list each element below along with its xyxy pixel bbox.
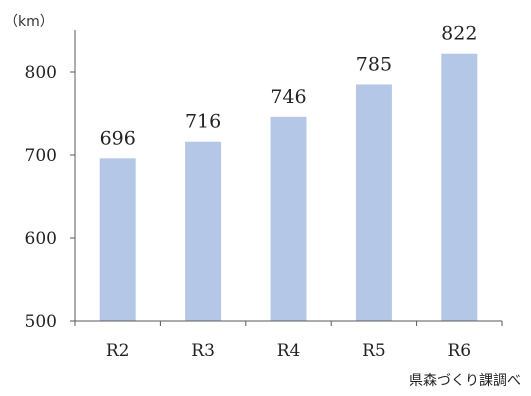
y-axis-unit-label: （km） [4,14,54,30]
bar-r5 [355,84,392,321]
axes-group [74,30,502,322]
data-label-r3: 716 [185,111,221,133]
data-label-group: 696 716 746 785 822 [100,23,478,150]
y-tick-label-700: 700 [25,146,57,166]
source-note: 県森づくり課調べ [409,373,521,389]
x-tick-label-r3: R3 [191,341,215,361]
x-tick-label-r6: R6 [447,341,471,361]
bar-r3 [185,141,222,321]
data-label-r2: 696 [100,127,136,149]
y-tick-group: 500 600 700 800 [25,63,75,332]
bar-r6 [441,53,478,322]
data-label-r5: 785 [356,53,392,75]
y-tick-label-500: 500 [25,312,57,332]
x-tick-label-r5: R5 [362,341,386,361]
bar-r4 [270,116,307,321]
x-tick-label-r4: R4 [277,341,301,361]
y-tick-label-600: 600 [25,229,57,249]
bar-r2 [99,158,136,321]
y-tick-label-800: 800 [25,63,57,83]
data-label-r6: 822 [441,23,477,45]
bar-group [99,53,478,322]
x-tick-label-r2: R2 [106,341,130,361]
x-tick-group: R2 R3 R4 R5 R6 [74,321,503,361]
data-label-r4: 746 [270,86,306,108]
